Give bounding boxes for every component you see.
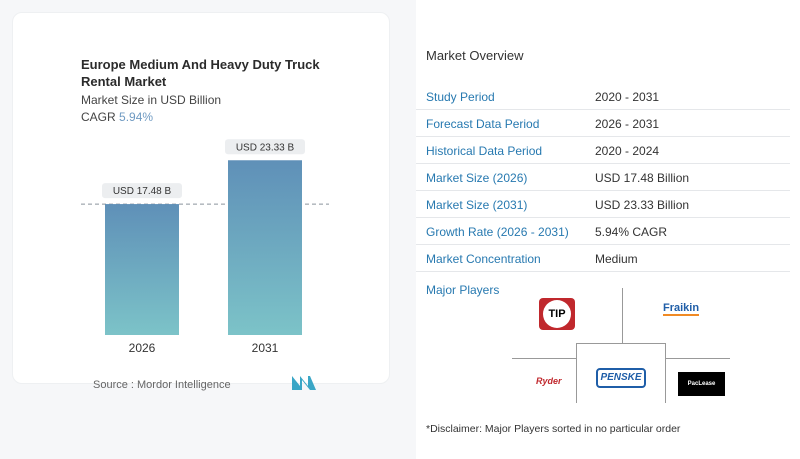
logo-ryder: Ryder <box>536 376 562 386</box>
x-tick-label: 2026 <box>129 341 156 355</box>
row-value: 2020 - 2031 <box>595 90 660 104</box>
bar-chart: USD 17.48 B 2026 USD 23.33 B 2031 <box>81 139 329 355</box>
row-label: Historical Data Period <box>426 144 543 158</box>
cagr: CAGR 5.94% <box>81 110 153 124</box>
row-value: 2026 - 2031 <box>595 117 660 131</box>
data-label: USD 23.33 B <box>236 142 295 153</box>
overview-row: Growth Rate (2026 - 2031) 5.94% CAGR <box>416 218 790 245</box>
overview-row: Historical Data Period 2020 - 2024 <box>416 137 790 164</box>
row-value: 5.94% CAGR <box>595 225 668 239</box>
source: Source : Mordor Intelligence <box>93 379 231 391</box>
overview-row: Market Size (2026) USD 17.48 Billion <box>416 164 790 191</box>
x-tick-label: 2031 <box>252 341 279 355</box>
chart-card: Europe Medium And Heavy Duty Truck Renta… <box>12 12 390 391</box>
row-value: 2020 - 2024 <box>595 144 660 158</box>
bar-2026 <box>105 204 179 335</box>
row-value: Medium <box>595 252 638 266</box>
overview-title: Market Overview <box>426 48 524 63</box>
overview-panel: Market Overview Study Period 2020 - 2031 F… <box>416 0 800 459</box>
row-label: Market Concentration <box>426 252 541 266</box>
data-label: USD 17.48 B <box>113 186 172 197</box>
chart-subtitle: Market Size in USD Billion <box>81 93 222 107</box>
logo-paclease: PacLease <box>678 372 725 396</box>
logo-fraikin: Fraikin <box>663 302 700 316</box>
logo-penske: PENSKE <box>596 368 646 388</box>
data-label-bg <box>225 139 305 155</box>
chart-title: Europe Medium And Heavy Duty Truck Renta… <box>81 57 320 89</box>
row-value: USD 17.48 Billion <box>595 171 690 185</box>
overview-row: Market Size (2031) USD 23.33 Billion <box>416 191 790 218</box>
row-label: Market Size (2031) <box>426 198 528 212</box>
logo-tip: TIP <box>539 298 575 330</box>
row-label: Study Period <box>426 90 495 104</box>
overview-row: Study Period 2020 - 2031 <box>416 83 790 110</box>
row-value: USD 23.33 Billion <box>595 198 690 212</box>
disclaimer: *Disclaimer: Major Players sorted in no … <box>426 423 681 435</box>
row-label: Growth Rate (2026 - 2031) <box>426 225 569 239</box>
major-players-title: Major Players <box>426 283 500 297</box>
data-label-bg <box>102 183 182 199</box>
overview-row: Forecast Data Period 2026 - 2031 <box>416 110 790 137</box>
row-label: Market Size (2026) <box>426 171 528 185</box>
cagr-value: 5.94% <box>119 110 154 124</box>
bar-2031 <box>228 160 302 335</box>
mordor-logo-icon <box>292 376 316 390</box>
row-label: Forecast Data Period <box>426 117 540 131</box>
overview-row: Market Concentration Medium <box>416 245 790 272</box>
cagr-label: CAGR <box>81 110 116 124</box>
